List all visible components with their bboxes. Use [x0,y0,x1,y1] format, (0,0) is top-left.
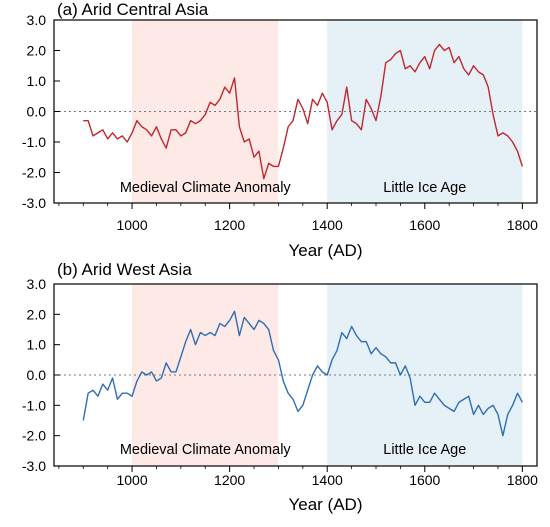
x-axis-title: Year (AD) [288,495,362,514]
y-tick-label: -3.0 [22,458,46,474]
y-tick-label: 2.0 [27,43,47,59]
x-tick-label: 1000 [116,472,147,488]
y-tick-label: -2.0 [22,428,46,444]
little-ice-age-label: Little Ice Age [383,180,466,196]
x-tick-label: 1400 [312,217,343,233]
x-tick-label: 1600 [409,472,440,488]
y-tick-label: -2.0 [22,165,46,181]
x-tick-label: 1000 [116,217,147,233]
y-tick-label: 3.0 [27,12,47,28]
panel-title: (b) Arid West Asia [57,260,192,279]
panel-arid-central-asia: -3.0 -2.0 -1.0 0.0 1.0 2.0 3.0 1000 1200 1400 1600… [22,0,538,260]
y-tick-label: -1.0 [22,397,46,413]
x-tick-label: 1200 [214,217,245,233]
y-tick-label: 0.0 [27,367,47,383]
x-axis-title: Year (AD) [288,241,362,260]
x-tick-label: 1800 [507,472,538,488]
y-tick-label: -1.0 [22,134,46,150]
panel-title: (a) Arid Central Asia [57,0,209,19]
x-tick-label: 1200 [214,472,245,488]
x-tick-label: 1600 [409,217,440,233]
y-tick-label: 0.0 [27,104,47,120]
medieval-climate-anomaly-label: Medieval Climate Anomaly [120,442,292,458]
y-tick-label: -3.0 [22,195,46,211]
x-tick-label: 1400 [312,472,343,488]
panel-arid-west-asia: -3.0 -2.0 -1.0 0.0 1.0 2.0 3.0 1000 1200 1400 1600… [22,260,538,514]
series-line [82,310,523,437]
medieval-climate-anomaly-label: Medieval Climate Anomaly [120,180,292,196]
series-line [83,43,524,180]
little-ice-age-label: Little Ice Age [383,442,466,458]
y-tick-label: 3.0 [27,276,47,292]
y-tick-label: 2.0 [27,306,47,322]
x-tick-label: 1800 [507,217,538,233]
y-tick-label: 1.0 [27,337,47,353]
y-tick-label: 1.0 [27,73,47,89]
